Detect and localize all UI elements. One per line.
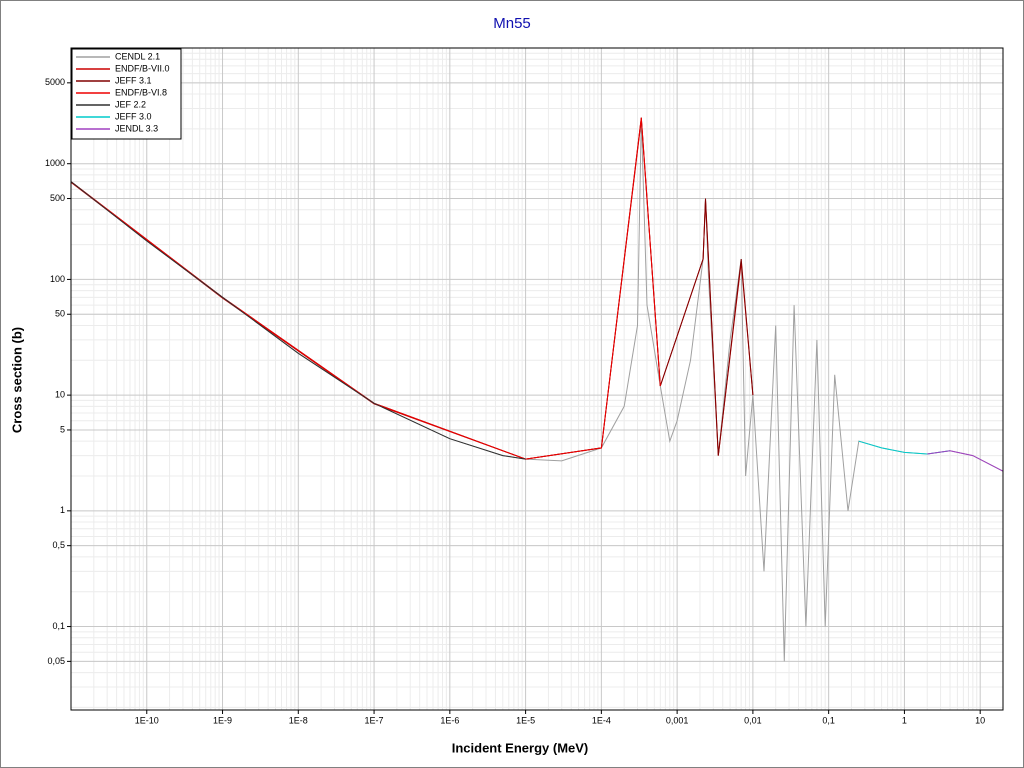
x-tick-label: 10	[975, 715, 985, 725]
y-tick-label: 50	[55, 309, 65, 319]
x-tick-label: 0,1	[822, 715, 835, 725]
y-axis-label: Cross section (b)	[9, 327, 24, 433]
legend-label: JEFF 3.1	[115, 75, 152, 85]
x-tick-label: 1E-4	[592, 715, 611, 725]
x-tick-label: 1E-6	[440, 715, 459, 725]
x-tick-label: 0,001	[666, 715, 689, 725]
y-tick-label: 1000	[45, 158, 65, 168]
chart-title: Mn55	[493, 15, 531, 32]
legend-label: CENDL 2.1	[115, 51, 160, 61]
y-tick-label: 0,1	[52, 621, 65, 631]
y-tick-label: 5	[60, 424, 65, 434]
legend-label: ENDF/B-VII.0	[115, 63, 170, 73]
x-tick-label: 1E-10	[135, 715, 159, 725]
x-tick-label: 0,01	[744, 715, 762, 725]
series-line	[927, 450, 1003, 472]
legend-label: JEF 2.2	[115, 99, 146, 109]
y-tick-label: 0,05	[47, 656, 65, 666]
x-tick-label: 1E-7	[365, 715, 384, 725]
x-axis-label: Incident Energy (MeV)	[452, 740, 589, 755]
y-tick-label: 1	[60, 505, 65, 515]
y-tick-label: 0,5	[52, 540, 65, 550]
legend-label: JEFF 3.0	[115, 111, 152, 121]
y-tick-label: 100	[50, 274, 65, 284]
x-tick-label: 1E-8	[289, 715, 308, 725]
y-tick-label: 5000	[45, 77, 65, 87]
plot-border	[70, 47, 1004, 711]
legend-label: ENDF/B-VI.8	[115, 87, 167, 97]
legend-label: JENDL 3.3	[115, 123, 158, 133]
x-tick-label: 1E-9	[213, 715, 232, 725]
y-tick-label: 500	[50, 193, 65, 203]
series-line	[71, 181, 526, 460]
legend-box	[71, 48, 182, 140]
plot-area	[71, 48, 1003, 710]
y-tick-label: 10	[55, 390, 65, 400]
x-tick-label: 1E-5	[516, 715, 535, 725]
x-tick-label: 1	[902, 715, 907, 725]
